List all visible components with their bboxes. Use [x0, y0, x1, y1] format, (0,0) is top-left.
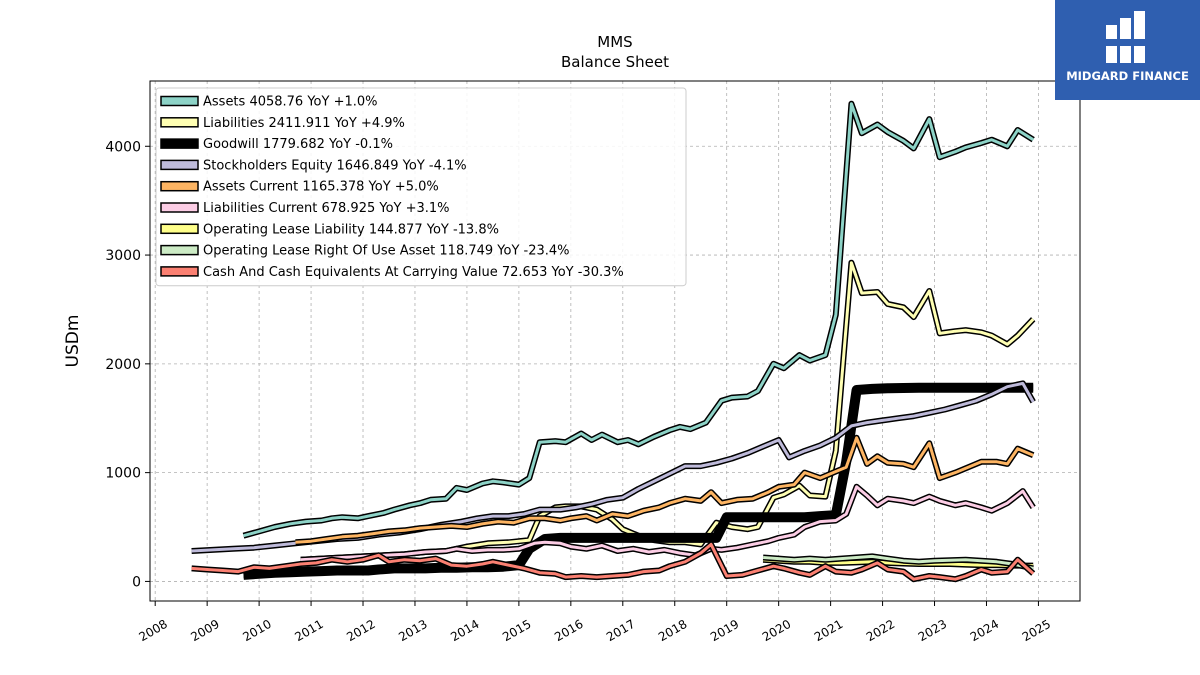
logo-mark-icon	[1106, 11, 1145, 63]
plot-frame	[149, 80, 1081, 602]
series-line	[243, 384, 1034, 579]
legend-swatch	[160, 180, 199, 192]
legend-item: Goodwill 1779.682 YoY -0.1%	[160, 137, 393, 152]
midgard-finance-logo: MIDGARD FINANCE	[1055, 0, 1200, 100]
x-tick-label: 2017	[604, 617, 637, 644]
y-tick-label: 4000	[105, 139, 141, 155]
x-tick-label: 2010	[240, 617, 273, 644]
legend-label: Liabilities 2411.911 YoY +4.9%	[203, 116, 405, 131]
chart-subtitle: Balance Sheet	[561, 53, 669, 71]
y-tick-label: 0	[132, 574, 141, 590]
legend-label: Operating Lease Right Of Use Asset 118.7…	[203, 244, 570, 259]
legend-label: Assets 4058.76 YoY +1.0%	[203, 95, 378, 110]
x-tick-label: 2016	[552, 617, 585, 644]
x-tick-label: 2023	[916, 617, 949, 644]
x-tick-label: 2025	[1020, 617, 1053, 644]
legend-swatch	[160, 159, 199, 171]
brand-name: MIDGARD FINANCE	[1066, 69, 1189, 83]
series-line	[191, 542, 1035, 581]
legend-item: Stockholders Equity 1646.849 YoY -4.1%	[160, 158, 467, 173]
y-tick-label: 2000	[105, 357, 141, 373]
legend-label: Stockholders Equity 1646.849 YoY -4.1%	[203, 158, 467, 173]
legend-item: Cash And Cash Equivalents At Carrying Va…	[160, 265, 624, 280]
x-tick-label: 2015	[500, 617, 533, 644]
x-tick-label: 2013	[396, 617, 429, 644]
legend-swatch	[160, 266, 199, 277]
legend-label: Goodwill 1779.682 YoY -0.1%	[203, 137, 393, 152]
legend-swatch	[160, 95, 199, 107]
y-tick-label: 3000	[105, 248, 141, 264]
chart-title: MMS	[597, 33, 632, 51]
series-lines	[191, 100, 1036, 583]
legend-item: Operating Lease Right Of Use Asset 118.7…	[160, 244, 570, 259]
legend-swatch	[160, 244, 199, 256]
series-8	[191, 541, 1036, 583]
x-tick-label: 2014	[448, 617, 481, 644]
legend-swatch	[160, 138, 199, 149]
legend-item: Liabilities 2411.911 YoY +4.9%	[160, 116, 405, 131]
x-tick-label: 2020	[760, 617, 793, 644]
legend-item: Liabilities Current 678.925 YoY +3.1%	[160, 201, 450, 216]
legend-label: Liabilities Current 678.925 YoY +3.1%	[203, 201, 450, 216]
series-5	[300, 483, 1036, 563]
legend-swatch	[160, 202, 199, 213]
x-tick-label: 2018	[656, 617, 689, 644]
x-tick-label: 2024	[968, 617, 1001, 644]
x-tick-label: 2009	[188, 617, 221, 644]
legend-swatch	[160, 117, 199, 128]
series-6	[762, 556, 1034, 569]
legend-box	[155, 87, 687, 287]
x-tick-label: 2019	[708, 617, 741, 644]
series-0	[242, 100, 1035, 539]
legend: Assets 4058.76 YoY +1.0% Liabilities 2411…	[155, 87, 687, 287]
legend-swatch	[160, 223, 199, 235]
series-7	[762, 553, 1034, 572]
y-tick-label: 1000	[105, 466, 141, 482]
x-tick-label: 2012	[344, 617, 377, 644]
x-tick-label: 2011	[292, 617, 325, 644]
x-tick-label: 2022	[864, 617, 897, 644]
legend-item: Assets 4058.76 YoY +1.0%	[160, 95, 378, 110]
legend-label: Operating Lease Liability 144.877 YoY -1…	[203, 222, 499, 237]
legend-label: Assets Current 1165.378 YoY +5.0%	[203, 180, 439, 195]
legend-item: Operating Lease Liability 144.877 YoY -1…	[160, 222, 499, 237]
series-line	[762, 554, 1034, 570]
legend-item: Assets Current 1165.378 YoY +5.0%	[160, 180, 439, 195]
series-line	[295, 436, 1034, 544]
x-tick-label: 2008	[136, 617, 169, 644]
series-line	[243, 102, 1034, 538]
series-2	[243, 382, 1034, 580]
legend-label: Cash And Cash Equivalents At Carrying Va…	[203, 265, 624, 280]
series-4	[295, 434, 1035, 546]
x-tick-label: 2021	[812, 617, 845, 644]
series-line	[763, 558, 1034, 568]
y-axis-label: USDm	[63, 315, 83, 368]
